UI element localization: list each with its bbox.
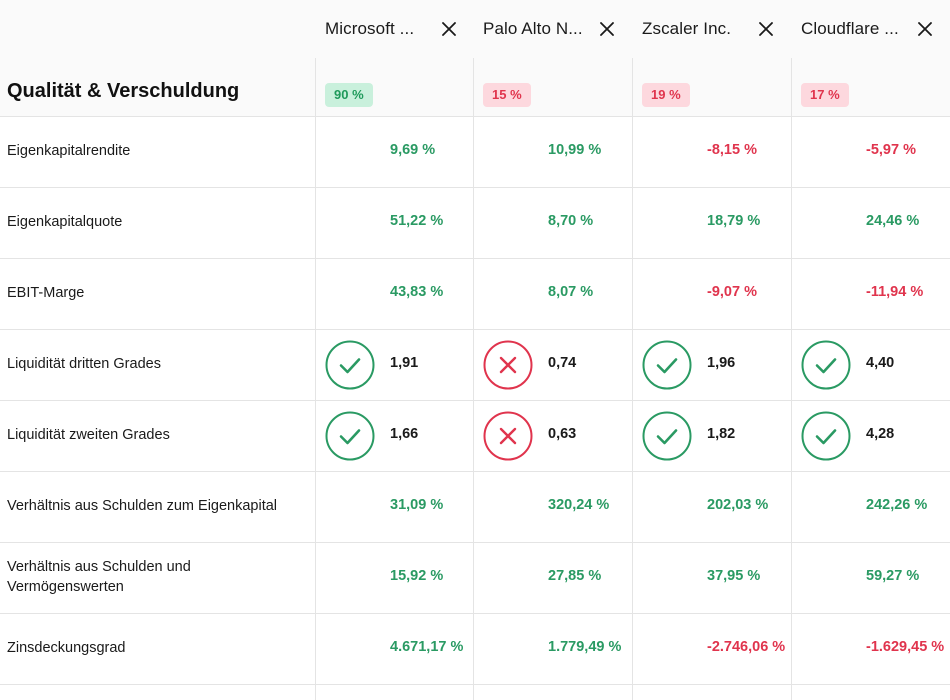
remove-company-button[interactable]	[600, 22, 614, 36]
row-label: Eigenkapitalquote	[7, 214, 123, 230]
check-circle-icon	[325, 411, 375, 461]
metric-value: -8,15 %	[707, 142, 757, 158]
check-circle-icon	[801, 411, 851, 461]
metric-value: 4,40	[866, 355, 895, 371]
pass-indicator	[325, 411, 375, 461]
metric-value: 27,85 %	[548, 568, 602, 584]
metric-value: 1,91	[390, 355, 419, 371]
company-name: Microsoft ...	[325, 19, 415, 38]
metric-value: 4.671,17 %	[390, 639, 464, 655]
close-icon	[442, 22, 456, 36]
company-column-header: Cloudflare ...	[801, 0, 899, 58]
score-badge: 19 %	[642, 83, 690, 107]
metric-value: 1,82	[707, 426, 736, 442]
check-circle-icon	[642, 340, 692, 390]
metric-value: 8,70 %	[548, 213, 594, 229]
metric-value: 1.779,49 %	[548, 639, 622, 655]
score-badge: 15 %	[483, 83, 531, 107]
score-badge: 17 %	[801, 83, 849, 107]
metric-value: 15,92 %	[390, 568, 444, 584]
row-label: EBIT-Marge	[7, 285, 85, 301]
remove-company-button[interactable]	[918, 22, 932, 36]
company-column-header: Palo Alto N...	[483, 0, 583, 58]
metric-value: 59,27 %	[866, 568, 920, 584]
metric-value: 10,99 %	[548, 142, 602, 158]
section-header-row: Qualität & Verschuldung 90 % 15 % 19 % 17 %	[0, 58, 950, 117]
table-row: Eigenkapitalquote 51,22 % 8,70 % 18,79 % 24,…	[0, 188, 950, 259]
table-row: Eigenkapitalrendite 9,69 % 10,99 % -8,15 % -…	[0, 117, 950, 188]
metric-value: 43,83 %	[390, 284, 444, 300]
metric-value: 37,95 %	[707, 568, 761, 584]
row-label: Eigenkapitalrendite	[7, 143, 131, 159]
metric-value: -2.746,06 %	[707, 639, 786, 655]
company-name: Cloudflare ...	[801, 19, 899, 38]
pass-indicator	[801, 411, 851, 461]
close-icon	[759, 22, 773, 36]
column-divider	[473, 58, 474, 700]
pass-indicator	[801, 340, 851, 390]
metric-value: 18,79 %	[707, 213, 761, 229]
metric-value: 31,09 %	[390, 497, 444, 513]
company-name: Zscaler Inc.	[642, 19, 732, 38]
metric-value: 320,24 %	[548, 497, 610, 513]
metric-value: -5,97 %	[866, 142, 916, 158]
table-row: Verhältnis aus Schulden und Vermögenswer…	[0, 543, 950, 614]
metric-value: -9,07 %	[707, 284, 757, 300]
metric-value: 0,74	[548, 355, 577, 371]
metric-value: 9,69 %	[390, 142, 436, 158]
row-label: Verhältnis aus Schulden zum Eigenkapital	[7, 498, 278, 514]
metric-value: 8,07 %	[548, 284, 594, 300]
pass-indicator	[325, 340, 375, 390]
company-header-row: Microsoft ... Palo Alto N... Zscaler Inc. C…	[0, 0, 950, 58]
x-circle-icon	[483, 340, 533, 390]
metric-value: 51,22 %	[390, 213, 444, 229]
fail-indicator	[483, 340, 533, 390]
close-icon	[600, 22, 614, 36]
table-row: Liquidität dritten Grades 1,91 0,74 1,96 4,4…	[0, 330, 950, 401]
pass-indicator	[642, 411, 692, 461]
column-divider	[632, 58, 633, 700]
metric-value: -11,94 %	[866, 284, 924, 300]
section-title: Qualität & Verschuldung	[7, 80, 240, 102]
remove-company-button[interactable]	[442, 22, 456, 36]
table-row: Verhältnis aus Schulden zum Eigenkapital…	[0, 472, 950, 543]
check-circle-icon	[801, 340, 851, 390]
table-row: Zinsdeckungsgrad 4.671,17 % 1.779,49 % -2.7…	[0, 614, 950, 685]
x-circle-icon	[483, 411, 533, 461]
close-icon	[918, 22, 932, 36]
company-column-header: Microsoft ...	[325, 0, 414, 58]
metric-value: 1,96	[707, 355, 736, 371]
pass-indicator	[642, 340, 692, 390]
metric-value: 202,03 %	[707, 497, 769, 513]
check-circle-icon	[325, 340, 375, 390]
table-row: Liquidität zweiten Grades 1,66 0,63 1,82 4,2…	[0, 401, 950, 472]
metric-value: 242,26 %	[866, 497, 928, 513]
metric-value: 24,46 %	[866, 213, 920, 229]
metric-value: 1,66	[390, 426, 419, 442]
column-divider	[315, 58, 316, 700]
score-badge: 90 %	[325, 83, 373, 107]
row-label: Verhältnis aus Schulden und Vermögenswer…	[7, 559, 191, 595]
company-name: Palo Alto N...	[483, 19, 583, 38]
row-label: Zinsdeckungsgrad	[7, 640, 126, 656]
remove-company-button[interactable]	[759, 22, 773, 36]
metric-value: 4,28	[866, 426, 895, 442]
row-label: Liquidität dritten Grades	[7, 356, 161, 372]
fail-indicator	[483, 411, 533, 461]
metric-value: 0,63	[548, 426, 577, 442]
row-label: Liquidität zweiten Grades	[7, 427, 170, 443]
company-column-header: Zscaler Inc.	[642, 0, 731, 58]
check-circle-icon	[642, 411, 692, 461]
column-divider	[791, 58, 792, 700]
metric-value: -1.629,45 %	[866, 639, 945, 655]
table-row: EBIT-Marge 43,83 % 8,07 % -9,07 % -11,94 %	[0, 259, 950, 330]
